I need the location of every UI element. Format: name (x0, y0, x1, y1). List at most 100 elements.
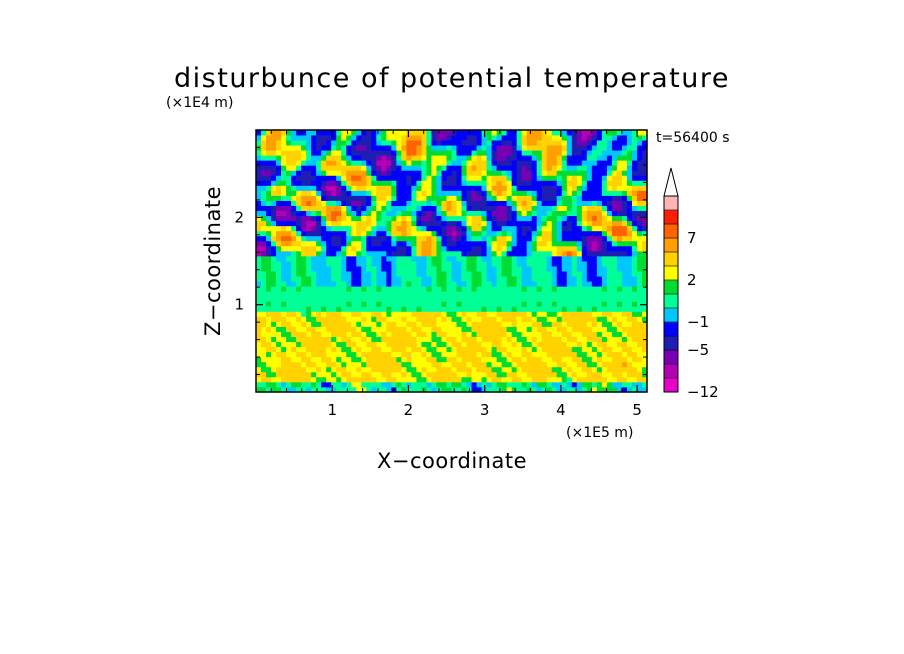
heatmap-cell (546, 356, 553, 363)
heatmap-cell (261, 190, 267, 196)
heatmap-cell (491, 145, 498, 151)
heatmap-cell (396, 145, 402, 151)
heatmap-cell (631, 140, 638, 146)
heatmap-cell (551, 356, 558, 363)
heatmap-cell (381, 130, 387, 136)
heatmap-cell (616, 215, 623, 222)
heatmap-cell (556, 175, 563, 181)
heatmap-cell (256, 205, 262, 212)
heatmap-cell (376, 240, 382, 247)
heatmap-cell (421, 165, 427, 171)
heatmap-cell (501, 185, 508, 191)
heatmap-cell (621, 215, 628, 222)
heatmap-cell (591, 271, 598, 277)
heatmap-cell (311, 165, 317, 171)
heatmap-cell (376, 255, 382, 262)
heatmap-cell (391, 356, 397, 363)
heatmap-cell (486, 135, 492, 141)
heatmap-cell (426, 145, 432, 151)
heatmap-cell (346, 331, 352, 337)
heatmap-cell (486, 291, 492, 297)
heatmap-cell (461, 306, 467, 312)
heatmap-cell (551, 155, 558, 161)
heatmap-cell (256, 155, 262, 161)
heatmap-cell (491, 220, 498, 227)
heatmap-cell (306, 240, 312, 247)
heatmap-cell (606, 286, 613, 292)
heatmap-cell (331, 376, 337, 383)
heatmap-cell (526, 291, 533, 297)
heatmap-cell (521, 376, 528, 383)
heatmap-cell (456, 150, 462, 156)
heatmap-cell (341, 180, 347, 186)
heatmap-cell (296, 240, 302, 247)
heatmap-cell (561, 291, 568, 297)
heatmap-cell (526, 306, 533, 312)
heatmap-cell (376, 215, 382, 222)
heatmap-cell (581, 261, 588, 267)
heatmap-cell (556, 261, 563, 267)
heatmap-cell (321, 140, 327, 146)
heatmap-cell (301, 160, 307, 166)
heatmap-cell (586, 205, 593, 212)
heatmap-cell (421, 356, 427, 363)
heatmap-cell (496, 281, 503, 287)
heatmap-cell (421, 215, 427, 222)
heatmap-cell (256, 306, 262, 312)
heatmap-cell (526, 175, 533, 181)
heatmap-cell (411, 376, 417, 383)
heatmap-cell (256, 291, 262, 297)
heatmap-cell (576, 296, 583, 302)
heatmap-cell (306, 150, 312, 156)
heatmap-cell (401, 160, 407, 166)
heatmap-cell (546, 205, 553, 212)
heatmap-cell (481, 286, 487, 292)
heatmap-cell (526, 326, 533, 332)
heatmap-cell (296, 286, 302, 292)
heatmap-cell (416, 240, 422, 247)
heatmap-cell (611, 356, 618, 363)
heatmap-cell (536, 185, 543, 191)
heatmap-cell (321, 341, 327, 348)
heatmap-cell (431, 321, 437, 327)
heatmap-cell (291, 160, 297, 166)
heatmap-cell (586, 266, 593, 272)
heatmap-cell (576, 326, 583, 332)
heatmap-cell (561, 145, 568, 151)
heatmap-cell (591, 160, 598, 166)
heatmap-cell (596, 255, 603, 262)
heatmap-cell (346, 321, 352, 327)
heatmap-cell (371, 245, 377, 252)
heatmap-cell (271, 140, 277, 146)
colorbar-swatch (664, 280, 678, 295)
heatmap-cell (471, 366, 477, 373)
heatmap-cell (461, 331, 467, 337)
heatmap-cell (491, 175, 498, 181)
heatmap-cell (351, 130, 357, 136)
heatmap-cell (461, 336, 467, 343)
heatmap-cell (511, 200, 518, 206)
heatmap-cell (306, 130, 312, 136)
heatmap-cell (461, 291, 467, 297)
heatmap-cell (561, 306, 568, 312)
heatmap-cell (441, 381, 447, 388)
heatmap-cell (491, 356, 498, 363)
heatmap-cell (566, 145, 573, 151)
heatmap-cell (331, 190, 337, 196)
heatmap-cell (431, 356, 437, 363)
heatmap-cell (356, 255, 362, 262)
heatmap-cell (416, 351, 422, 358)
heatmap-cell (461, 180, 467, 186)
heatmap-cell (566, 220, 573, 227)
heatmap-cell (586, 145, 593, 151)
heatmap-cell (361, 150, 367, 156)
heatmap-cell (456, 165, 462, 171)
heatmap-cell (516, 135, 523, 141)
heatmap-cell (266, 165, 272, 171)
heatmap-cell (396, 276, 402, 282)
heatmap-cell (636, 351, 643, 358)
heatmap-cell (586, 215, 593, 222)
heatmap-cell (411, 281, 417, 287)
heatmap-cell (536, 240, 543, 247)
heatmap-cell (421, 321, 427, 327)
